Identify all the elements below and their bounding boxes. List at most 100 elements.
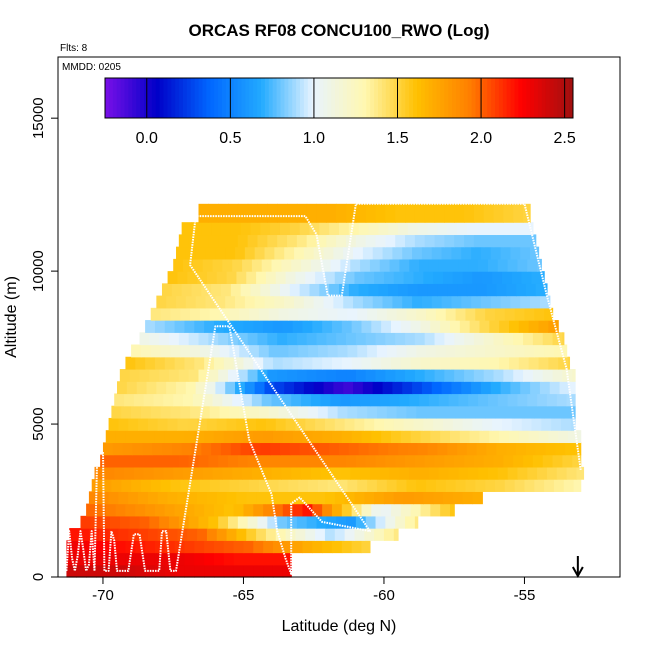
heatmap-cell-21 [406, 307, 417, 321]
heatmap-cell-8 [379, 466, 391, 480]
heatmap-cell-24 [393, 271, 405, 284]
heatmap-cell-16 [336, 369, 347, 382]
heatmap-cell-29 [287, 203, 298, 223]
heatmap-cell-0 [223, 564, 235, 578]
heatmap-cell-2 [292, 540, 304, 554]
heatmap-cell-29 [375, 203, 386, 223]
heatmap-cell-26 [205, 246, 216, 260]
heatmap-cell-22 [392, 295, 403, 309]
heatmap-cell-18 [357, 344, 368, 358]
heatmap-cell-29 [247, 203, 259, 223]
heatmap-cell-16 [454, 369, 465, 382]
heatmap-cell-5 [449, 503, 455, 517]
heatmap-cell-21 [426, 307, 437, 321]
heatmap-cell-13 [249, 405, 260, 419]
heatmap-cell-21 [337, 307, 349, 321]
heatmap-cell-10 [339, 442, 350, 456]
heatmap-cell-8 [478, 466, 489, 480]
heatmap-cell-22 [441, 295, 452, 309]
heatmap-cell-22 [530, 295, 541, 309]
heatmap-cell-29 [237, 203, 249, 223]
heatmap-cell-14 [163, 393, 174, 407]
heatmap-cell-4 [355, 515, 367, 529]
heatmap-cell-14 [192, 393, 204, 407]
heatmap-cell-20 [331, 320, 343, 333]
colorbar-segment [144, 78, 149, 118]
heatmap-cell-15 [205, 381, 216, 395]
heatmap-cell-18 [524, 344, 535, 358]
heatmap-cell-11 [322, 430, 333, 444]
heatmap-cell-8 [576, 466, 585, 480]
heatmap-cell-16 [139, 369, 150, 382]
heatmap-cell-16 [552, 369, 563, 382]
heatmap-cell-23 [545, 283, 548, 297]
heatmap-cell-6 [246, 491, 257, 505]
heatmap-cell-12 [275, 417, 287, 431]
heatmap-cell-16 [414, 369, 426, 382]
heatmap-cell-3 [226, 528, 238, 541]
heatmap-cell-13 [544, 405, 555, 419]
heatmap-cells [66, 203, 585, 578]
heatmap-cell-21 [376, 307, 388, 321]
heatmap-cell-6 [393, 491, 405, 505]
heatmap-cell-16 [434, 369, 445, 382]
heatmap-cell-23 [398, 283, 409, 297]
heatmap-cell-9 [464, 454, 475, 468]
heatmap-cell-13 [347, 405, 358, 419]
heatmap-cell-11 [223, 430, 235, 444]
heatmap-cell-10 [565, 442, 576, 456]
heatmap-cell-11 [518, 430, 530, 444]
heatmap-cell-24 [344, 271, 356, 284]
heatmap-cell-18 [337, 344, 349, 358]
heatmap-cell-25 [360, 258, 371, 272]
heatmap-cell-16 [562, 369, 573, 382]
heatmap-cell-28 [476, 222, 488, 236]
heatmap-cell-22 [166, 295, 177, 309]
heatmap-cell-1 [174, 552, 186, 566]
heatmap-cell-27 [287, 234, 298, 248]
heatmap-cell-24 [462, 271, 474, 284]
colorbar-segment [545, 78, 551, 118]
heatmap-cell-11 [154, 430, 166, 444]
heatmap-cell-23 [447, 283, 458, 297]
colorbar-segment [381, 78, 387, 118]
heatmap-cell-9 [532, 454, 544, 468]
colorbar-segment [534, 78, 539, 118]
heatmap-cell-16 [178, 369, 190, 382]
heatmap-cell-0 [154, 564, 166, 578]
heatmap-cell-25 [271, 258, 282, 272]
heatmap-cell-27 [346, 234, 357, 248]
colorbar-segment [491, 78, 496, 118]
heatmap-cell-10 [171, 442, 183, 456]
heatmap-cell-2 [76, 540, 87, 554]
heatmap-cell-8 [369, 466, 381, 480]
heatmap-cell-16 [483, 369, 495, 382]
heatmap-cell-27 [444, 234, 455, 248]
heatmap-cell-15 [323, 381, 334, 395]
heatmap-cell-20 [223, 320, 235, 333]
heatmap-cell-7 [190, 479, 201, 492]
heatmap-cell-0 [95, 564, 107, 578]
heatmap-cell-29 [306, 203, 318, 223]
heatmap-cell-17 [194, 356, 205, 370]
heatmap-cell-16 [316, 369, 327, 382]
heatmap-cell-11 [499, 430, 510, 444]
heatmap-cell-12 [413, 417, 424, 431]
heatmap-cell-9 [287, 454, 298, 468]
heatmap-cell-27 [405, 234, 416, 248]
heatmap-cell-2 [302, 540, 313, 554]
heatmap-cell-16 [513, 369, 524, 382]
heatmap-cell-2 [263, 540, 274, 554]
heatmap-cell-16 [228, 369, 239, 382]
heatmap-cell-12 [285, 417, 297, 431]
heatmap-cell-20 [164, 320, 176, 333]
heatmap-cell-6 [472, 491, 483, 505]
heatmap-cell-22 [264, 295, 275, 309]
heatmap-cell-22 [510, 295, 521, 309]
heatmap-cell-12 [226, 417, 238, 431]
down-arrow-icon [571, 556, 584, 579]
heatmap-cell-24 [442, 271, 454, 284]
heatmap-cell-12 [197, 417, 208, 431]
heatmap-cell-2 [125, 540, 136, 554]
heatmap-cell-11 [213, 430, 225, 444]
